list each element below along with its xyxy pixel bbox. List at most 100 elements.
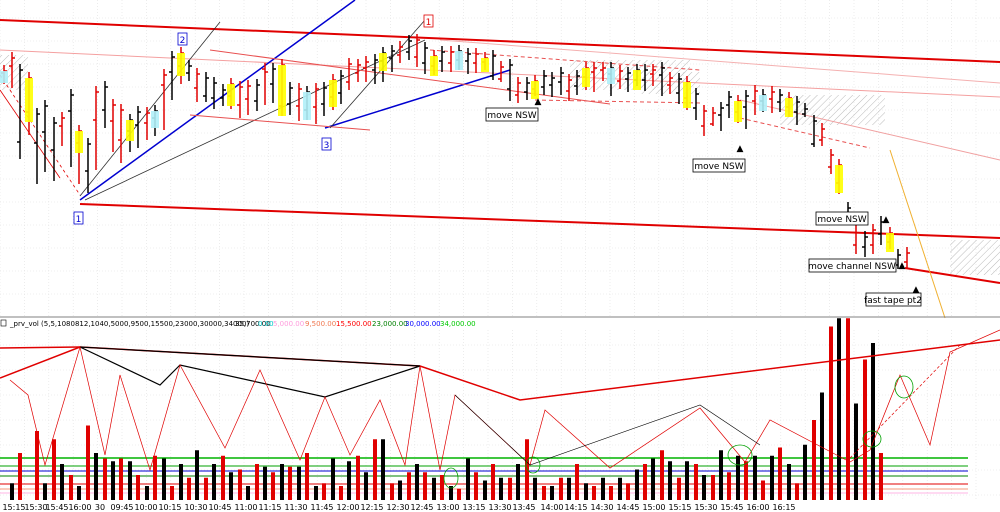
volume-bar	[398, 480, 402, 500]
volume-bar	[727, 472, 731, 500]
volume-bar	[35, 431, 39, 500]
x-tick-label: 15:45	[720, 503, 743, 512]
volume-bar	[711, 475, 715, 500]
volume-bar	[677, 477, 681, 500]
price-bar	[389, 45, 395, 72]
volume-bar	[542, 486, 546, 500]
price-bar	[355, 59, 361, 82]
x-tick-label: 12:45	[410, 503, 433, 512]
price-bar	[734, 95, 742, 123]
price-bar	[541, 70, 547, 95]
price-bar	[287, 82, 293, 115]
volume-bar	[584, 483, 588, 500]
volume-bar	[837, 318, 841, 500]
volume-bar	[204, 477, 208, 500]
volume-bar	[195, 450, 199, 500]
price-bar	[329, 74, 337, 110]
price-bar	[777, 89, 783, 112]
price-bars[interactable]	[0, 34, 910, 269]
volume-bar	[668, 461, 672, 500]
x-tick-label: 13:15	[462, 503, 485, 512]
note-move-nsw-2: ▲ move NSW	[692, 144, 746, 173]
volume-bar	[18, 453, 22, 500]
svg-text:move NSW: move NSW	[487, 111, 536, 121]
price-bar	[203, 72, 209, 102]
price-bar	[625, 67, 631, 92]
price-bar	[507, 59, 513, 101]
volume-bar	[592, 486, 596, 500]
price-bar	[566, 74, 572, 101]
price-bar	[85, 138, 91, 193]
price-bar	[17, 64, 23, 159]
price-bar	[93, 86, 99, 170]
price-bar	[886, 227, 894, 252]
x-tick-label: 16:15	[772, 503, 795, 512]
volume-bar	[187, 477, 191, 500]
volume-bar	[618, 477, 622, 500]
volume-bar	[753, 455, 757, 500]
price-bar	[397, 41, 403, 63]
point-label-1-top: 1	[423, 14, 434, 28]
price-bar	[498, 61, 504, 82]
price-panel: 1 2 3 1 ▲ move NSW ▲ move NSW	[0, 0, 1000, 319]
price-bar	[524, 77, 530, 100]
price-bar	[878, 216, 884, 245]
volume-bar	[449, 486, 453, 500]
x-tick-label: 11:15	[258, 503, 281, 512]
volume-bar	[685, 461, 689, 500]
volume-bar	[212, 464, 216, 500]
volume-bar	[626, 483, 630, 500]
x-tick-label: 10:30	[184, 503, 207, 512]
svg-text:▲: ▲	[913, 285, 920, 295]
price-bar	[455, 45, 463, 70]
price-bar	[194, 68, 200, 102]
point-label-2: 2	[177, 32, 188, 46]
x-tick-label: 09:45	[110, 503, 133, 512]
volume-bar	[508, 477, 512, 500]
volume-bar	[162, 458, 166, 500]
x-tick-label: 16:00	[746, 503, 769, 512]
volume-bar	[871, 343, 875, 500]
note-fast-tape: ▲ fast tape pt2	[864, 285, 922, 307]
price-bar	[591, 62, 597, 92]
volume-bar	[86, 425, 90, 500]
x-tick-label: 10:45	[208, 503, 231, 512]
price-bar	[617, 65, 623, 89]
svg-text:move channel NSW: move channel NSW	[808, 262, 896, 272]
price-bar	[515, 77, 521, 103]
volume-bar	[119, 458, 123, 500]
svg-text:▲: ▲	[899, 261, 906, 271]
svg-text:1: 1	[426, 18, 432, 28]
price-bar	[406, 35, 412, 60]
price-bar	[262, 63, 268, 105]
volume-bar	[128, 461, 132, 500]
price-bar	[118, 104, 124, 163]
price-bar	[650, 64, 656, 86]
indicator-header: _prv_vol (5,5,1080812,1040,5000,9500,155…	[0, 319, 476, 328]
price-bar	[904, 247, 910, 268]
x-tick-label: 15:00	[642, 503, 665, 512]
hatch-boxes	[0, 55, 1000, 275]
price-bar	[448, 46, 454, 72]
volume-bar	[77, 486, 81, 500]
x-tick-label: 12:30	[386, 503, 409, 512]
price-bar	[676, 73, 682, 104]
price-bar	[481, 52, 489, 72]
x-tick-label: 14:15	[564, 503, 587, 512]
price-bar	[422, 42, 428, 74]
volume-bar	[483, 480, 487, 500]
volume-bar	[744, 461, 748, 500]
price-bar	[110, 99, 116, 152]
price-bar	[42, 100, 48, 172]
price-bar	[135, 106, 141, 148]
volume-bar	[474, 472, 478, 500]
price-bar	[726, 91, 732, 118]
volume-bars[interactable]	[10, 318, 883, 500]
volume-bar	[694, 464, 698, 500]
volume-bar	[820, 392, 824, 500]
price-bar	[549, 72, 555, 97]
price-bar	[363, 56, 369, 82]
x-tick-label: 14:45	[616, 503, 639, 512]
price-bar	[254, 79, 260, 111]
